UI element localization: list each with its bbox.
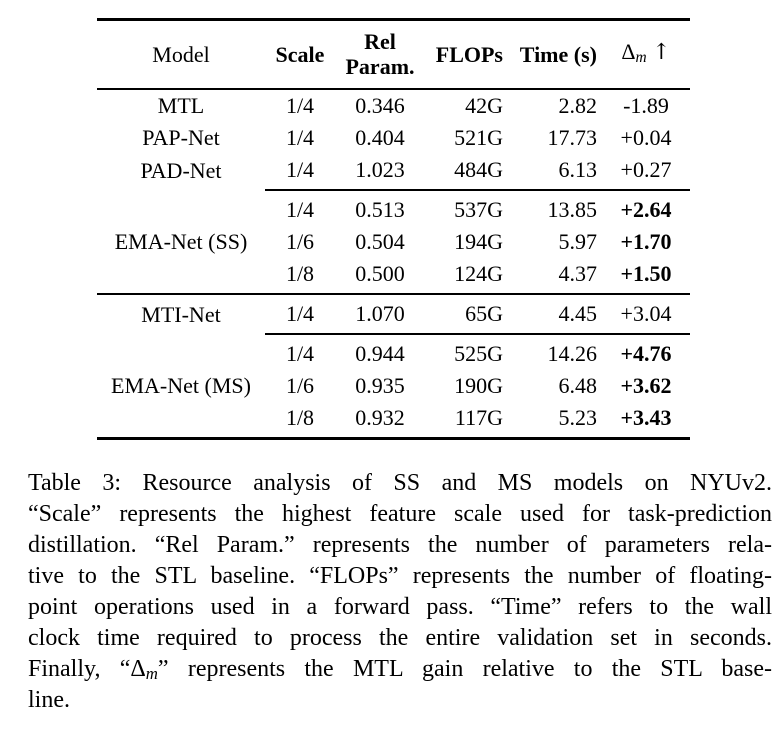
table-row: MTL 1/4 0.346 42G 2.82 -1.89 (97, 89, 690, 122)
caption-line: Finally, “Δm” represents the MTL gain re… (28, 654, 772, 685)
mti-net-group: MTI-Net 1/4 1.070 65G 4.45 +3.04 (97, 293, 690, 334)
cell-flops: 117G (454, 405, 503, 430)
cell-flops: 484G (454, 157, 503, 182)
table-container: Model Scale Rel Param. FLOPs Time (s) Δm… (97, 18, 690, 440)
resource-table: Model Scale Rel Param. FLOPs Time (s) Δm… (97, 18, 690, 440)
cell-time: 2.82 (558, 93, 598, 118)
cell-scale: 1/4 (285, 125, 315, 150)
caption-line: line. (28, 687, 70, 713)
cell-rel-param: 0.346 (355, 93, 405, 118)
caption-line: distillation. “Rel Param.” represents th… (28, 532, 772, 558)
cell-model: PAD-Net (140, 157, 222, 183)
cell-delta: +2.64 (602, 189, 690, 226)
cell-flops: 521G (454, 125, 503, 150)
caption-line: clock time required to process the entir… (28, 625, 772, 651)
col-header-rel-param: Rel Param. (335, 20, 425, 90)
cell-time: 6.13 (558, 157, 598, 182)
cell-flops: 537G (425, 189, 508, 226)
table-row: 1/6 0.504 194G 5.97 +1.70 (97, 226, 690, 258)
cell-time: 5.97 (558, 229, 598, 254)
cell-time: 13.85 (508, 189, 602, 226)
cell-scale: 1/8 (285, 405, 315, 430)
cell-rel-param: 0.404 (355, 125, 405, 150)
cell-delta: +1.70 (620, 229, 672, 254)
table-row: PAP-Net 1/4 0.404 521G 17.73 +0.04 (97, 122, 690, 154)
cell-time: 14.26 (508, 333, 602, 370)
cell-time: 5.23 (558, 405, 598, 430)
cell-delta: +4.76 (602, 333, 690, 370)
up-arrow-icon: ↑ (652, 39, 671, 65)
model-group-label: EMA-Net (MS) (111, 372, 251, 398)
cell-rel-param: 1.023 (355, 157, 405, 182)
delta-subscript: m (145, 664, 158, 684)
cell-scale: 1/4 (265, 333, 335, 370)
cell-flops: 525G (425, 333, 508, 370)
col-header-scale: Scale (275, 41, 325, 67)
cell-scale: 1/6 (285, 229, 315, 254)
table-row: 1/8 0.500 124G 4.37 +1.50 (97, 258, 690, 294)
cell-model: MTL (157, 93, 205, 118)
cell-scale: 1/4 (265, 293, 335, 334)
cell-delta: +0.27 (620, 157, 672, 182)
col-header-rel-param-line1: Rel (364, 29, 396, 54)
table-row: EMA-Net (MS) 1/4 0.944 525G 14.26 +4.76 (97, 333, 690, 396)
table-row: EMA-Net (SS) 1/4 0.513 537G 13.85 +2.64 (97, 189, 690, 252)
cell-rel-param: 1.070 (335, 293, 425, 334)
caption-line: “Scale” represents the highest feature s… (28, 501, 772, 527)
cell-rel-param: 0.935 (355, 373, 405, 398)
cell-flops: 194G (454, 229, 503, 254)
col-header-time: Time (s) (519, 41, 597, 67)
cell-rel-param: 0.944 (335, 333, 425, 370)
ema-ss-group: EMA-Net (SS) 1/4 0.513 537G 13.85 +2.64 … (97, 189, 690, 294)
cell-flops: 42G (465, 93, 503, 118)
ema-ms-group: EMA-Net (MS) 1/4 0.944 525G 14.26 +4.76 … (97, 333, 690, 439)
cell-time: 6.48 (558, 373, 598, 398)
cell-delta: +0.04 (620, 125, 672, 150)
cell-rel-param: 0.504 (355, 229, 405, 254)
cell-flops: 65G (425, 293, 508, 334)
cell-flops: 190G (454, 373, 503, 398)
cell-model: PAP-Net (142, 125, 220, 150)
cell-time: 4.45 (508, 293, 602, 334)
table-row: MTI-Net 1/4 1.070 65G 4.45 +3.04 (97, 293, 690, 334)
delta-symbol: Δ (621, 38, 636, 64)
cell-rel-param: 0.513 (335, 189, 425, 226)
cell-time: 4.37 (558, 261, 598, 286)
cell-scale: 1/8 (285, 261, 315, 286)
cell-scale: 1/4 (285, 93, 315, 118)
cell-delta: +3.04 (602, 293, 690, 334)
delta-symbol: Δ (130, 656, 146, 682)
col-header-rel-param-line2: Param. (345, 54, 415, 79)
table-row: 1/8 0.932 117G 5.23 +3.43 (97, 402, 690, 439)
cell-time: 17.73 (547, 125, 598, 150)
cell-flops: 124G (454, 261, 503, 286)
cell-delta: +1.50 (620, 261, 672, 286)
cell-delta: -1.89 (623, 93, 669, 118)
table-header: Model Scale Rel Param. FLOPs Time (s) Δm… (97, 20, 690, 90)
caption-line: tive to the STL baseline. “FLOPs” repres… (28, 563, 772, 589)
table-row: 1/6 0.935 190G 6.48 +3.62 (97, 370, 690, 402)
col-header-delta: Δm ↑ (602, 20, 690, 90)
caption-text: ” represents the MTL gain relative to th… (157, 656, 772, 682)
model-group-label: EMA-Net (SS) (114, 228, 248, 254)
baselines-group: MTL 1/4 0.346 42G 2.82 -1.89 PAP-Net 1/4… (97, 89, 690, 190)
col-header-model: Model (152, 41, 210, 67)
delta-subscript: m (635, 48, 647, 66)
caption-line: Table 3: Resource analysis of SS and MS … (28, 470, 772, 496)
caption-line: point operations used in a forward pass.… (28, 594, 772, 620)
cell-rel-param: 0.932 (355, 405, 405, 430)
table-caption: Table 3: Resource analysis of SS and MS … (28, 468, 772, 716)
cell-scale: 1/4 (265, 189, 335, 226)
cell-rel-param: 0.500 (355, 261, 405, 286)
cell-scale: 1/4 (285, 157, 315, 182)
cell-model: MTI-Net (97, 293, 265, 334)
table-row: PAD-Net 1/4 1.023 484G 6.13 +0.27 (97, 154, 690, 190)
caption-text: Finally, “ (28, 656, 131, 682)
cell-scale: 1/6 (285, 373, 315, 398)
cell-delta: +3.43 (620, 405, 672, 430)
cell-delta: +3.62 (620, 373, 672, 398)
col-header-flops: FLOPs (435, 41, 503, 67)
